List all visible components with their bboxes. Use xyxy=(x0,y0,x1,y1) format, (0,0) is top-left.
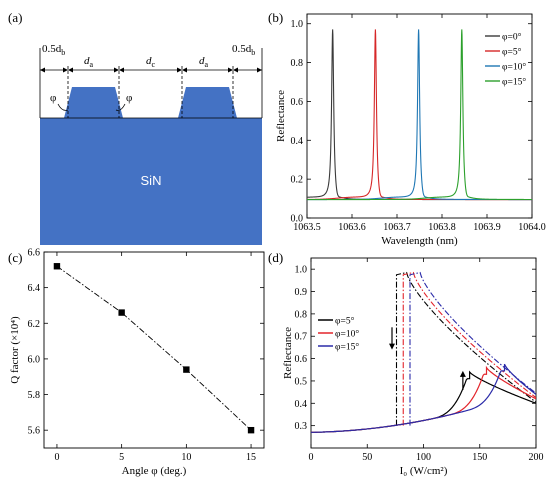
solid-branch xyxy=(311,365,536,433)
angle-arc-left xyxy=(57,103,69,111)
y-tick-label: 0.6 xyxy=(291,97,304,108)
panel-a-label: (a) xyxy=(8,10,22,25)
y-tick-label: 0.9 xyxy=(295,287,308,298)
y-tick-label: 0.5 xyxy=(295,376,308,387)
x-tick-label: 1063.6 xyxy=(338,222,366,233)
x-tick-label: 0 xyxy=(309,452,314,463)
y-tick-label: 6.6 xyxy=(28,248,41,259)
chart-d: 0 50 100 150 200 0.3 0.4 0.5 0.6 0.7 0.8 0.9 1.0 I₀ (… xyxy=(282,257,544,477)
data-point xyxy=(53,263,61,270)
panel-c-label: (c) xyxy=(8,250,22,265)
solid-branch xyxy=(311,370,536,433)
y-tick-label: 0.3 xyxy=(295,421,308,432)
x-tick-label: 1063.9 xyxy=(473,222,501,233)
legend-label: φ=5° xyxy=(335,316,355,327)
dimension-arrowheads xyxy=(40,67,262,73)
label-da-left: da xyxy=(84,55,94,69)
y-tick-label: 0.4 xyxy=(291,136,304,147)
x-axis-label: I₀ (W/cm²) xyxy=(400,465,448,477)
x-tick-label: 100 xyxy=(416,452,431,463)
x-tick-label: 1063.7 xyxy=(383,222,411,233)
y-tick-label: 0.8 xyxy=(291,58,304,69)
fit-line xyxy=(56,265,252,431)
waveguide-structure xyxy=(40,87,262,245)
angle-symbol-right: φ xyxy=(126,92,132,104)
x-tick-label: 150 xyxy=(472,452,487,463)
legend-label: φ=5° xyxy=(502,47,522,58)
label-da-right: da xyxy=(199,55,209,69)
y-tick-label: 5.6 xyxy=(28,426,41,437)
x-tick-label: 1064.0 xyxy=(518,222,546,233)
y-axis-label: Q factor (×10⁴) xyxy=(9,316,21,384)
substrate-label: SiN xyxy=(141,173,162,188)
panel-c: (c) 0 5 10 15 5.6 5.8 6.0 6.2 6.4 6.6 Angle φ (deg… xyxy=(8,248,265,477)
series-line xyxy=(307,29,532,201)
y-tick-label: 0.4 xyxy=(295,399,308,410)
y-axis-label: Reflectance xyxy=(282,327,294,379)
panel-d: (d) 0 50 100 150 200 0.3 0.4 0.5 0.6 0.7 0.8 0.9 1.0… xyxy=(268,250,544,477)
y-axis-label: Reflectance xyxy=(275,90,287,142)
label-dc: dc xyxy=(146,55,156,69)
label-db-right: 0.5db xyxy=(232,43,255,57)
x-tick-label: 1063.5 xyxy=(293,222,321,233)
panel-b-label: (b) xyxy=(268,10,283,25)
dashed-branch xyxy=(402,271,536,426)
legend-label: φ=15° xyxy=(335,342,359,353)
legend-label: φ=10° xyxy=(335,329,359,340)
label-db-left: 0.5db xyxy=(42,43,65,57)
data-point xyxy=(183,366,190,373)
y-tick-label: 0.6 xyxy=(295,354,308,365)
x-tick-label: 0 xyxy=(54,452,59,463)
panel-d-label: (d) xyxy=(268,250,283,265)
plot-frame xyxy=(310,257,537,449)
y-tick-label: 0.2 xyxy=(291,175,304,186)
x-tick-label: 1063.8 xyxy=(428,222,456,233)
data-point xyxy=(247,426,255,434)
x-tick-label: 50 xyxy=(362,452,372,463)
x-axis-label: Wavelength (nm) xyxy=(381,235,458,247)
panel-a: (a) SiN 0.5db da xyxy=(8,10,263,245)
dashed-branch xyxy=(395,271,536,426)
chart-c: 0 5 10 15 5.6 5.8 6.0 6.2 6.4 6.6 Angle φ (deg.) Q … xyxy=(9,248,265,477)
y-tick-label: 0.7 xyxy=(295,332,308,343)
plot-frame xyxy=(306,13,533,219)
x-tick-label: 200 xyxy=(529,452,544,463)
x-tick-label: 5 xyxy=(119,452,124,463)
dashed-branch xyxy=(409,271,536,426)
y-tick-label: 0.8 xyxy=(295,309,308,320)
series-line xyxy=(307,29,532,201)
x-tick-label: 10 xyxy=(181,452,191,463)
x-tick-label: 15 xyxy=(246,452,256,463)
x-axis-label: Angle φ (deg.) xyxy=(122,465,187,477)
up-arrowhead xyxy=(459,370,466,377)
chart-b: 1063.5 1063.6 1063.7 1063.8 1063.9 1064.0 0.0 0… xyxy=(275,13,546,247)
y-tick-label: 0.0 xyxy=(291,214,304,225)
angle-arc-right xyxy=(115,103,126,111)
panel-b: (b) 1063.5 1063.6 1063.7 1063.8 1063.9 1064.0… xyxy=(268,10,546,247)
y-tick-label: 6.4 xyxy=(28,283,41,294)
y-tick-label: 6.2 xyxy=(28,319,41,330)
legend-label: φ=10° xyxy=(502,62,526,73)
plot-frame xyxy=(43,251,265,449)
y-tick-label: 6.0 xyxy=(28,354,41,365)
y-tick-label: 5.8 xyxy=(28,390,41,401)
y-tick-label: 1.0 xyxy=(291,19,304,30)
legend-label: φ=0° xyxy=(502,32,522,43)
y-tick-label: 1.0 xyxy=(295,265,308,276)
solid-branch xyxy=(311,363,536,433)
legend-label: φ=15° xyxy=(502,77,526,88)
angle-symbol-left: φ xyxy=(50,92,56,104)
data-point xyxy=(118,309,125,316)
down-arrowhead xyxy=(389,343,395,350)
